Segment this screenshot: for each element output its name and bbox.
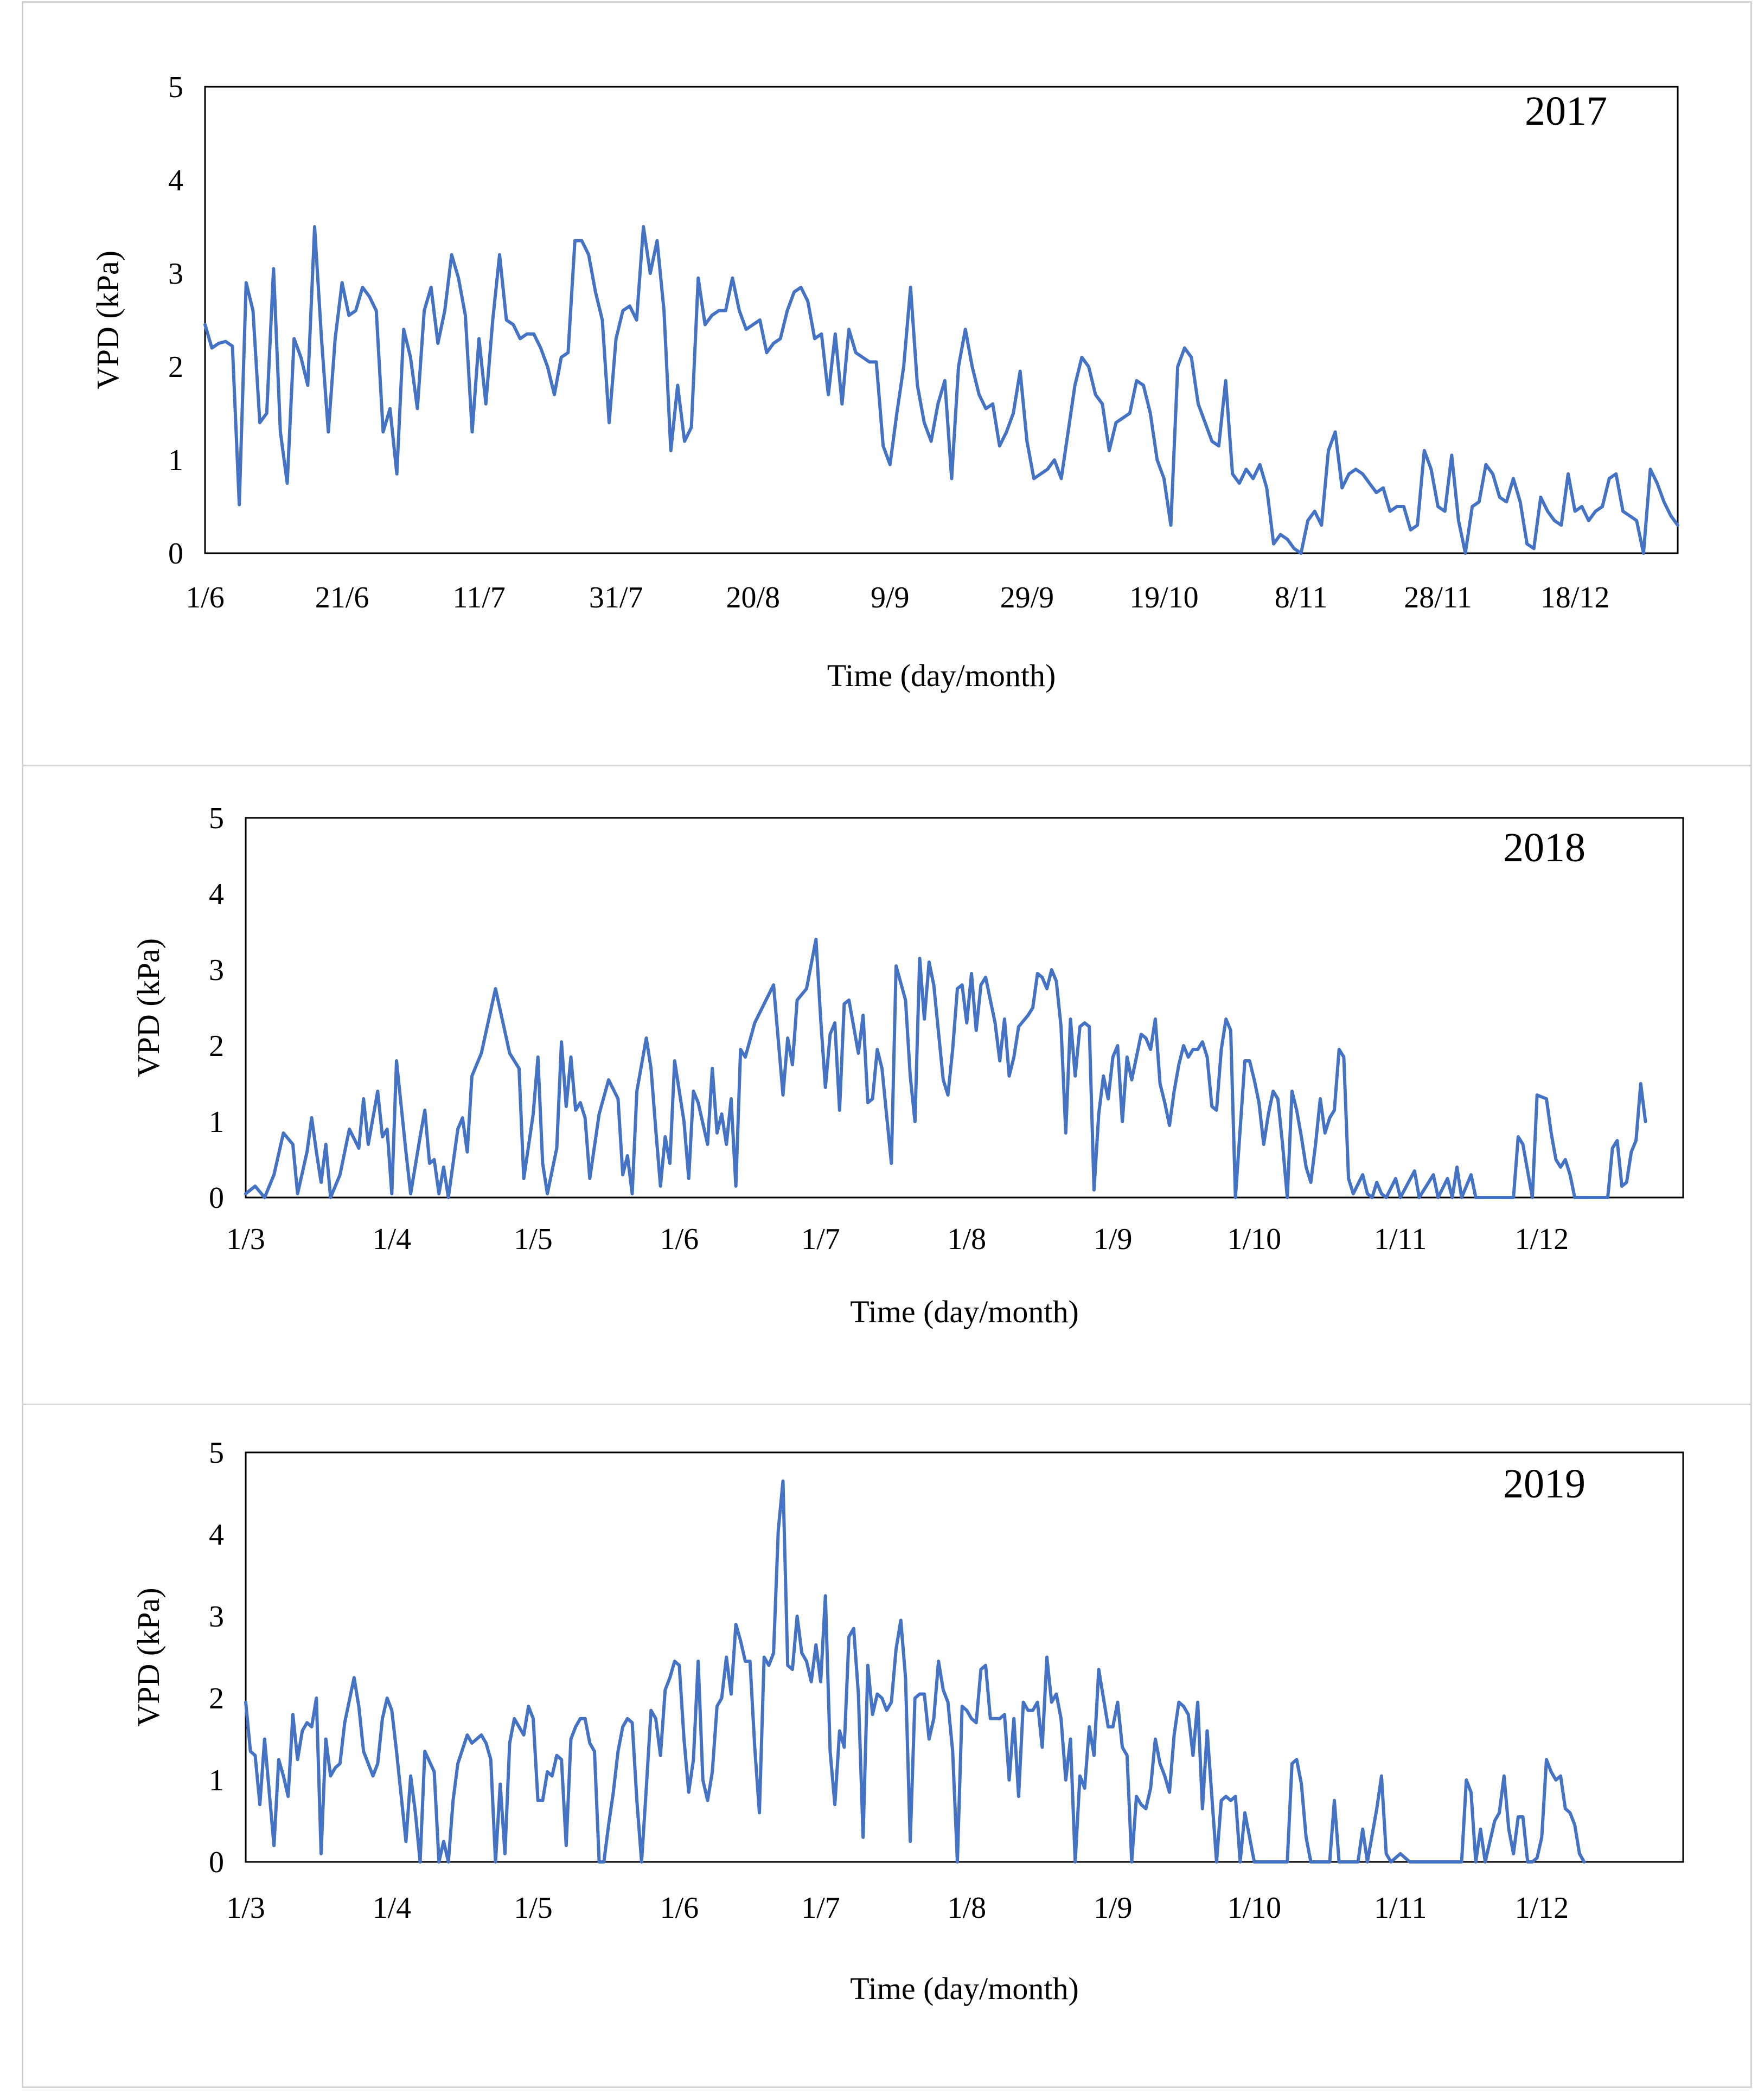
- y-tick-label: 1: [209, 1764, 224, 1797]
- chart-year-label: 2017: [1525, 88, 1607, 134]
- y-tick-label: 5: [209, 1436, 224, 1470]
- y-tick-label: 4: [209, 1518, 224, 1552]
- x-tick-label: 1/8: [948, 1222, 987, 1256]
- y-tick-label: 1: [209, 1105, 224, 1139]
- y-tick-label: 1: [168, 444, 183, 477]
- x-tick-label: 1/3: [226, 1222, 265, 1256]
- chart-panel-2017: 0 1 2 3 4 5 1/6 21/6 11/7 31/7 20/8 9/9 29/9 19/10 8/1…: [22, 1, 1752, 767]
- x-tick-label: 1/12: [1515, 1222, 1569, 1256]
- x-tick-label: 1/6: [660, 1891, 699, 1925]
- x-tick-label: 29/9: [1000, 581, 1054, 614]
- x-tick-label: 19/10: [1129, 581, 1199, 614]
- chart-panel-2019: 0 1 2 3 4 5 1/3 1/4 1/5 1/6 1/7 1/8 1/9 1/10 1/11 1/12 T…: [22, 1404, 1752, 2088]
- y-axis-title: VPD (kPa): [131, 1587, 166, 1726]
- x-tick-label: 1/12: [1515, 1891, 1569, 1925]
- vpd-series-line: [203, 225, 1679, 555]
- vpd-chart-2018: 0 1 2 3 4 5 1/3 1/4 1/5 1/6 1/7 1/8 1/9 1/10 1/11 1/12 T…: [131, 802, 1684, 1329]
- x-axis-title: Time (day/month): [850, 1294, 1079, 1329]
- y-tick-label: 2: [168, 350, 183, 384]
- y-tick-label: 4: [168, 164, 183, 197]
- x-tick-label: 1/10: [1228, 1222, 1282, 1256]
- chart-panel-2018: 0 1 2 3 4 5 1/3 1/4 1/5 1/6 1/7 1/8 1/9 1/10 1/11 1/12 T…: [22, 765, 1752, 1406]
- y-tick-label: 3: [209, 1600, 224, 1634]
- x-tick-label: 1/11: [1374, 1222, 1427, 1256]
- y-axis-title: VPD (kPa): [90, 251, 125, 389]
- y-tick-label: 2: [209, 1029, 224, 1063]
- vpd-chart-2019: 0 1 2 3 4 5 1/3 1/4 1/5 1/6 1/7 1/8 1/9 1/10 1/11 1/12 T…: [131, 1436, 1684, 2006]
- y-tick-label: 0: [209, 1181, 224, 1215]
- x-tick-label: 1/6: [660, 1222, 699, 1256]
- y-tick-label: 5: [209, 802, 224, 835]
- x-tick-label: 1/5: [514, 1222, 553, 1256]
- x-tick-label: 1/7: [801, 1891, 840, 1925]
- y-tick-label: 4: [209, 878, 224, 911]
- chart-year-label: 2019: [1503, 1461, 1586, 1507]
- plot-area: [245, 1451, 1684, 1863]
- vpd-series-line: [244, 938, 1647, 1199]
- x-tick-label: 1/4: [373, 1222, 412, 1256]
- x-tick-label: 1/10: [1228, 1891, 1282, 1925]
- x-tick-label: 18/12: [1540, 581, 1610, 614]
- x-tick-label: 1/9: [1094, 1891, 1133, 1925]
- y-axis-title: VPD (kPa): [131, 938, 166, 1077]
- y-tick-label: 5: [168, 71, 183, 104]
- plot-area: [204, 86, 1679, 554]
- x-tick-label: 20/8: [726, 581, 780, 614]
- y-tick-label: 3: [168, 257, 183, 291]
- x-tick-label: 1/11: [1374, 1891, 1427, 1925]
- plot-area: [245, 817, 1684, 1199]
- x-tick-label: 1/7: [801, 1222, 840, 1256]
- chart-year-label: 2018: [1503, 825, 1586, 870]
- y-tick-label: 2: [209, 1682, 224, 1715]
- x-tick-label: 1/9: [1094, 1222, 1133, 1256]
- x-tick-label: 1/8: [948, 1891, 987, 1925]
- x-tick-label: 31/7: [589, 581, 643, 614]
- vpd-series-line: [244, 1479, 1586, 1864]
- y-tick-label: 0: [168, 537, 183, 571]
- x-axis-title: Time (day/month): [827, 658, 1056, 693]
- x-tick-label: 11/7: [452, 581, 505, 614]
- y-tick-label: 3: [209, 953, 224, 987]
- x-tick-label: 1/5: [514, 1891, 553, 1925]
- x-tick-label: 8/11: [1275, 581, 1327, 614]
- x-tick-label: 9/9: [871, 581, 910, 614]
- vpd-chart-2017: 0 1 2 3 4 5 1/6 21/6 11/7 31/7 20/8 9/9 29/9 19/10 8/1…: [90, 71, 1679, 693]
- x-axis-title: Time (day/month): [850, 1971, 1079, 2006]
- x-tick-label: 21/6: [315, 581, 369, 614]
- x-tick-label: 1/6: [186, 581, 225, 614]
- y-tick-label: 0: [209, 1846, 224, 1879]
- x-tick-label: 1/4: [373, 1891, 412, 1925]
- x-tick-label: 28/11: [1404, 581, 1472, 614]
- x-tick-label: 1/3: [226, 1891, 265, 1925]
